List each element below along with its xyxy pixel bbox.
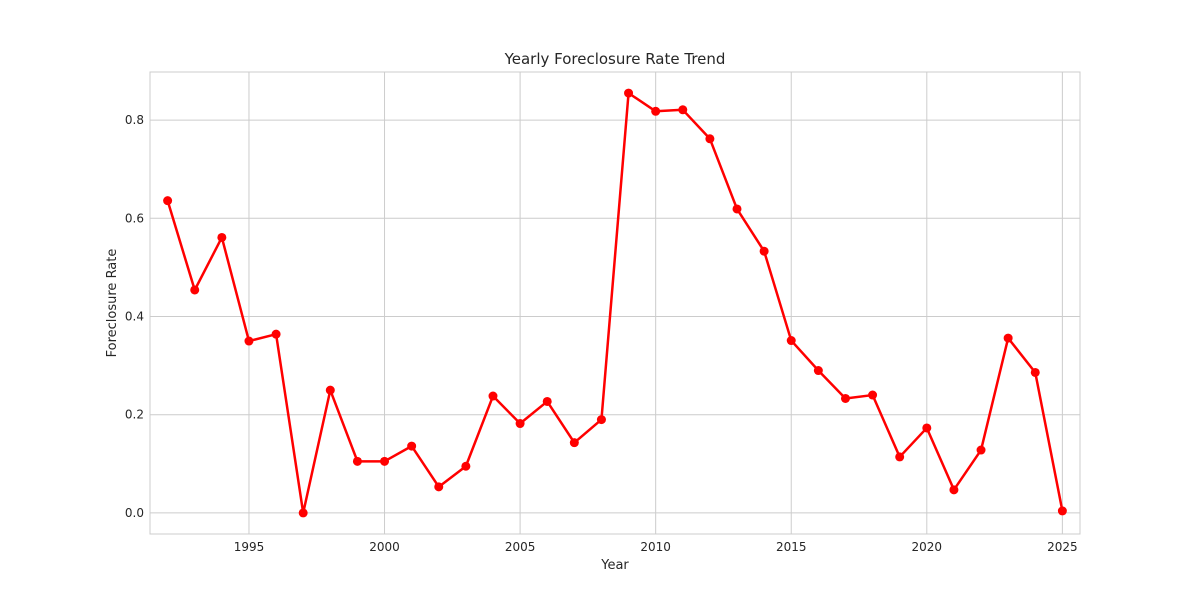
x-axis-title: Year — [600, 558, 629, 573]
series-line — [166, 91, 1064, 515]
y-tick-label: 0.0 — [125, 506, 144, 520]
data-point — [624, 88, 634, 98]
series-layer — [163, 88, 1067, 518]
data-point — [813, 366, 823, 376]
data-point — [705, 134, 715, 144]
data-point — [488, 391, 498, 401]
data-point — [1057, 506, 1067, 516]
x-tick-label: 2010 — [640, 540, 671, 554]
data-point — [759, 246, 769, 256]
x-gridlines — [248, 72, 1063, 534]
data-point — [840, 393, 850, 403]
y-tick-label: 0.2 — [125, 408, 144, 422]
data-point — [678, 105, 688, 115]
data-point — [217, 232, 227, 242]
data-point — [380, 456, 390, 466]
data-point — [895, 452, 905, 462]
x-tick-label: 2020 — [912, 540, 943, 554]
data-point — [922, 423, 932, 433]
plot-frame — [149, 71, 1081, 535]
data-point — [868, 390, 878, 400]
y-axis-title: Foreclosure Rate — [105, 249, 120, 358]
data-point — [407, 441, 417, 451]
data-point — [515, 419, 525, 429]
data-point — [542, 396, 552, 406]
data-point — [461, 461, 471, 471]
x-tick-label: 2000 — [369, 540, 400, 554]
data-point — [352, 456, 362, 466]
data-point — [1003, 333, 1013, 343]
x-tick-labels: 1995 2000 2005 2010 2015 2020 2025 — [234, 540, 1078, 554]
y-tick-labels: 0.0 0.2 0.4 0.6 0.8 — [125, 113, 144, 520]
plot-area — [150, 72, 1080, 534]
y-tick-label: 0.8 — [125, 113, 144, 127]
data-point — [569, 438, 579, 448]
x-tick-label: 1995 — [234, 540, 265, 554]
y-tick-label: 0.6 — [125, 211, 144, 225]
data-point — [1030, 367, 1040, 377]
data-point — [163, 196, 173, 206]
data-point — [949, 485, 959, 495]
data-point — [786, 336, 796, 346]
y-tick-label: 0.4 — [125, 310, 144, 324]
data-point — [190, 285, 200, 295]
x-tick-label: 2005 — [505, 540, 536, 554]
data-point — [298, 508, 308, 518]
x-tick-label: 2015 — [776, 540, 807, 554]
data-point — [244, 336, 254, 346]
data-point — [434, 482, 444, 492]
data-point — [651, 106, 661, 116]
data-point — [271, 329, 281, 339]
data-point — [325, 385, 335, 395]
data-point — [596, 415, 606, 425]
data-point — [732, 204, 742, 214]
x-tick-label: 2025 — [1047, 540, 1078, 554]
chart-title: Yearly Foreclosure Rate Trend — [504, 50, 726, 68]
data-point — [976, 445, 986, 455]
